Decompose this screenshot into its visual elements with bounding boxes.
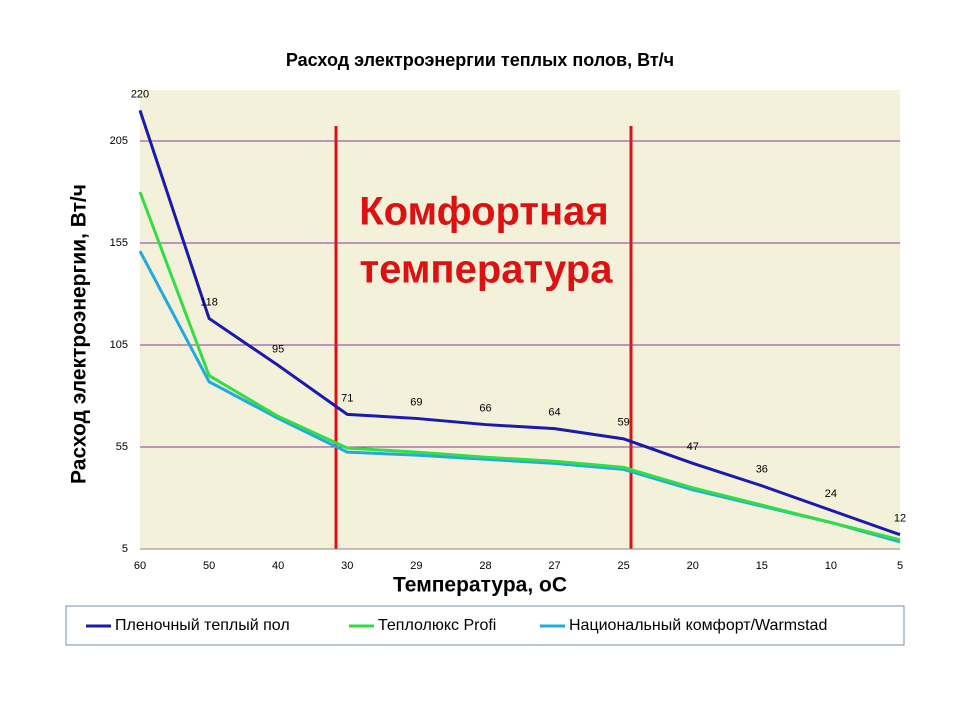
x-tick-label: 10 <box>825 560 837 572</box>
x-tick-label: 15 <box>756 560 768 572</box>
data-label: 220 <box>131 88 149 100</box>
annotation: Комфортная <box>359 190 609 234</box>
x-tick-label: 60 <box>134 560 146 572</box>
legend-label: Национальный комфорт/Warmstad <box>569 617 827 634</box>
legend-label: Теплолюкс Profi <box>378 617 496 634</box>
data-label: 69 <box>410 396 422 408</box>
data-label: 71 <box>341 392 353 404</box>
x-tick-label: 40 <box>272 560 284 572</box>
legend-label: Пленочный теплый пол <box>115 617 290 634</box>
series-line <box>138 109 901 537</box>
plot-area <box>140 90 900 549</box>
y-tick-label: 5 <box>122 543 128 555</box>
data-label: 24 <box>825 488 837 500</box>
y-tick-label: 205 <box>110 135 128 147</box>
x-axis-label: Температура, оС <box>393 574 567 597</box>
data-label: 64 <box>548 407 560 419</box>
x-tick-label: 30 <box>341 560 353 572</box>
data-label: 118 <box>200 296 218 308</box>
data-label: 47 <box>687 441 699 453</box>
x-tick-label: 27 <box>548 560 560 572</box>
data-label: 95 <box>272 343 284 355</box>
legend <box>65 605 905 646</box>
annotation: температура <box>360 248 614 292</box>
y-axis-label: Расход электроэнергии, Вт/ч <box>68 184 91 484</box>
series-line <box>138 191 901 542</box>
data-label: 36 <box>756 464 768 476</box>
x-tick-label: 20 <box>687 560 699 572</box>
y-tick-label: 155 <box>110 237 128 249</box>
data-label: 59 <box>618 417 630 429</box>
data-label: 12 <box>894 513 906 525</box>
chart-title: Расход электроэнергии теплых полов, Вт/ч <box>286 50 674 70</box>
x-tick-label: 25 <box>618 560 630 572</box>
y-tick-label: 105 <box>110 339 128 351</box>
data-label: 66 <box>479 402 491 414</box>
x-tick-label: 50 <box>203 560 215 572</box>
y-tick-label: 55 <box>116 441 128 453</box>
x-tick-label: 28 <box>479 560 491 572</box>
x-tick-label: 5 <box>897 560 903 572</box>
x-tick-label: 29 <box>410 560 422 572</box>
